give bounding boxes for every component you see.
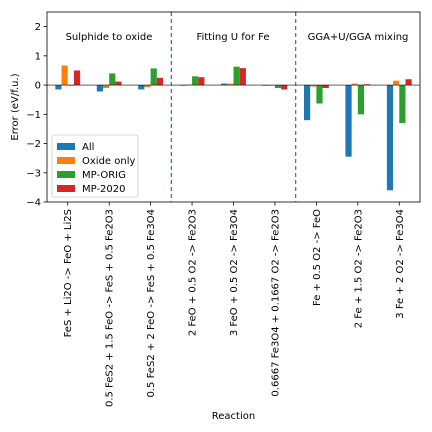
x-tick-label: 0.6667 Fe3O4 + 0.1667 O2 -> Fe2O3 (270, 209, 281, 397)
bar (227, 83, 234, 86)
bar (179, 85, 186, 86)
bar (156, 77, 164, 86)
bar (351, 83, 358, 86)
x-tick-label: 0.5 FeS2 + 1.5 FeO -> FeS + 0.5 Fe2O3 (105, 209, 116, 407)
legend-swatch (57, 185, 75, 192)
bar (221, 83, 228, 86)
legend-label: MP-2020 (82, 184, 126, 195)
bar (67, 85, 74, 86)
legend-swatch (57, 171, 75, 178)
bar (115, 81, 122, 86)
group-label: Sulphide to oxide (66, 32, 153, 43)
group-label: Fitting U for Fe (196, 32, 269, 43)
bar (109, 73, 116, 86)
bar (310, 85, 317, 87)
bar (239, 68, 246, 86)
legend-label: MP-ORIG (82, 170, 126, 181)
bar (274, 85, 282, 88)
bar (144, 85, 151, 88)
x-axis-label: Reaction (212, 411, 255, 422)
y-tick-label: 2 (35, 22, 41, 33)
group-labels: Sulphide to oxide Fitting U for Fe GGA+U… (66, 32, 409, 43)
y-tick-label: −1 (26, 110, 41, 121)
bars (55, 65, 412, 191)
bar (357, 85, 365, 115)
bar (198, 77, 205, 86)
x-tick-label: 2 Fe + 1.5 O2 -> Fe2O3 (353, 209, 364, 328)
legend-label: All (82, 142, 94, 153)
legend-box (51, 134, 139, 198)
legend: All Oxide only MP-ORIG MP-2020 (51, 134, 139, 198)
bar (405, 79, 412, 86)
bar (102, 85, 110, 88)
x-tick-label: Fe + 0.5 O2 -> FeO (312, 209, 323, 306)
bar (55, 85, 62, 90)
y-tick-label: −2 (26, 139, 41, 150)
bar (268, 85, 275, 86)
bar (322, 85, 329, 88)
x-tick-label: 3 Fe + 2 O2 -> Fe3O4 (395, 209, 406, 319)
bar (192, 76, 199, 86)
legend-label: Oxide only (82, 156, 135, 167)
bar (364, 84, 371, 86)
x-tick-label: 0.5 FeS2 + 2 FeO -> FeS + 0.5 Fe3O4 (146, 209, 157, 397)
bar (345, 85, 352, 157)
group-label: GGA+U/GGA mixing (308, 32, 409, 43)
legend-swatch (57, 157, 75, 164)
bar (393, 80, 400, 86)
x-tick-label: 3 FeO + 0.5 O2 -> Fe3O4 (229, 209, 240, 336)
y-axis-label: Error (eV/f.u.) (10, 73, 21, 140)
bar (96, 85, 103, 92)
bar (73, 70, 81, 86)
bar (399, 85, 406, 124)
y-tick-label: −3 (26, 168, 41, 179)
bar (138, 85, 145, 90)
bar (61, 65, 68, 86)
bar (303, 85, 311, 121)
bar (150, 68, 157, 86)
axes: −4 −3 −2 −1 0 1 2 FeS + Li2O -> FeO + Li2S 0.5 F… (26, 11, 421, 407)
bar (262, 85, 269, 86)
bar (316, 85, 323, 104)
y-tick-label: −4 (26, 198, 41, 209)
x-tick-label: 2 FeO + 0.5 O2 -> Fe2O3 (188, 209, 199, 336)
bar (386, 85, 394, 191)
bar (281, 85, 288, 90)
legend-swatch (57, 143, 75, 150)
x-tick-label: FeS + Li2O -> FeO + Li2S (63, 209, 74, 337)
bar (233, 66, 240, 86)
y-tick-label: 1 (35, 51, 41, 62)
y-tick-label: 0 (35, 81, 41, 92)
